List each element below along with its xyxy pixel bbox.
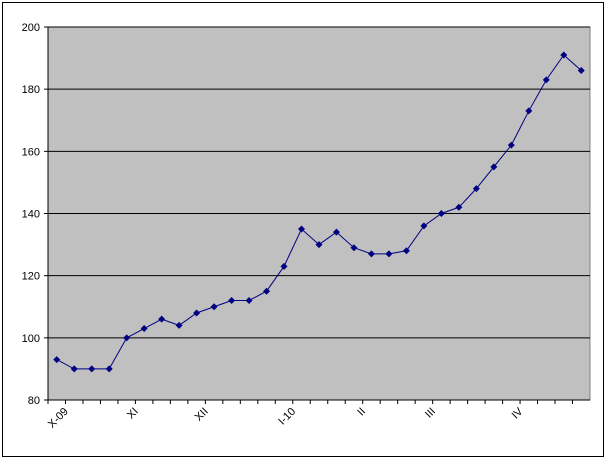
y-tick-label: 140 bbox=[22, 209, 40, 221]
data-point bbox=[507, 141, 515, 149]
data-point bbox=[228, 297, 236, 305]
data-point bbox=[245, 297, 253, 305]
data-point bbox=[298, 225, 306, 233]
data-point bbox=[263, 287, 271, 295]
data-point bbox=[577, 67, 585, 75]
y-tick-label: 160 bbox=[22, 146, 40, 158]
y-tick-label: 100 bbox=[22, 333, 40, 345]
data-point bbox=[140, 325, 148, 333]
y-tick-label: 80 bbox=[28, 395, 40, 407]
data-point bbox=[332, 228, 340, 236]
data-point bbox=[490, 163, 498, 171]
data-point bbox=[525, 107, 533, 115]
y-tick-label: 120 bbox=[22, 271, 40, 283]
data-point bbox=[175, 321, 183, 329]
y-tick-label: 180 bbox=[22, 84, 40, 96]
data-point bbox=[315, 241, 323, 249]
data-point bbox=[420, 222, 428, 230]
data-point bbox=[210, 303, 218, 311]
data-point bbox=[70, 365, 78, 373]
data-point bbox=[158, 315, 166, 323]
data-point bbox=[123, 334, 131, 342]
data-point bbox=[193, 309, 201, 317]
data-point bbox=[385, 250, 393, 258]
data-point bbox=[367, 250, 375, 258]
data-point bbox=[350, 244, 358, 252]
y-tick-label: 200 bbox=[22, 22, 40, 34]
data-point bbox=[560, 51, 568, 59]
data-point bbox=[542, 76, 550, 84]
data-point bbox=[455, 203, 463, 211]
data-point bbox=[88, 365, 96, 373]
data-point bbox=[280, 262, 288, 270]
data-point bbox=[105, 365, 113, 373]
data-point bbox=[53, 356, 61, 364]
data-point bbox=[402, 247, 410, 255]
data-point bbox=[472, 185, 480, 193]
data-point bbox=[437, 210, 445, 217]
